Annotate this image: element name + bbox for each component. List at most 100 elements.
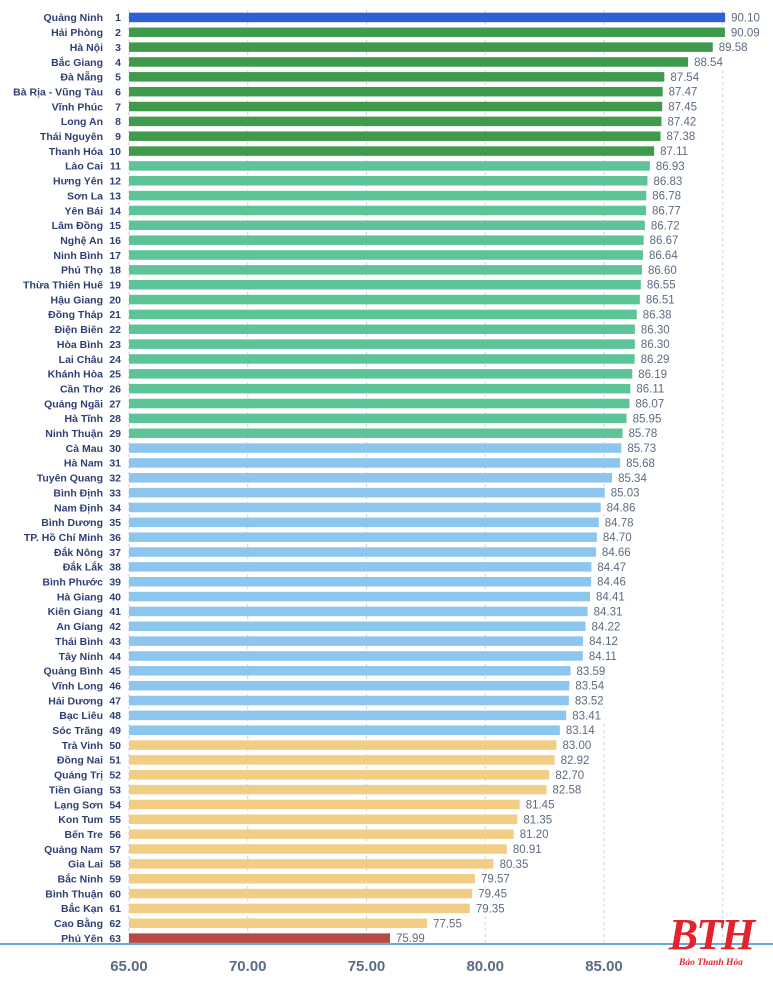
bar xyxy=(129,339,635,349)
category-label: Thanh Hóa xyxy=(49,146,103,158)
rank-label: 56 xyxy=(109,829,121,841)
bar xyxy=(129,576,592,587)
rank-label: 53 xyxy=(109,784,121,796)
rank-label: 57 xyxy=(109,844,121,856)
rank-label: 10 xyxy=(109,146,121,158)
rank-label: 18 xyxy=(109,265,121,277)
bar xyxy=(129,725,560,735)
category-label: Sóc Trăng xyxy=(52,725,103,737)
value-label-background xyxy=(714,40,755,54)
value-label-background xyxy=(663,114,704,128)
bar xyxy=(129,42,713,52)
category-label: Quảng Ninh xyxy=(44,12,104,24)
bar xyxy=(129,591,590,602)
rank-label: 61 xyxy=(109,903,121,915)
value-label-background xyxy=(429,916,470,930)
value-label-background xyxy=(508,842,549,856)
category-label: Bến Tre xyxy=(64,829,103,841)
bar xyxy=(129,235,644,245)
category-label: Lâm Đồng xyxy=(52,220,103,232)
category-label: Tuyên Quang xyxy=(37,473,103,485)
value-label: 85.73 xyxy=(627,443,656,455)
rank-label: 54 xyxy=(109,799,121,811)
rank-label: 12 xyxy=(109,176,121,188)
rank-label: 31 xyxy=(109,458,121,470)
value-label-background xyxy=(726,25,767,39)
value-label-background xyxy=(602,500,643,514)
value-label: 79.45 xyxy=(478,889,507,901)
value-label: 84.86 xyxy=(607,502,636,514)
bar xyxy=(129,844,507,854)
rank-label: 43 xyxy=(109,636,121,648)
bar xyxy=(129,220,645,231)
rank-label: 11 xyxy=(110,161,121,173)
category-label: Ninh Bình xyxy=(53,250,103,262)
category-label: Bà Rịa - Vũng Tàu xyxy=(13,86,103,98)
value-label-background xyxy=(597,545,638,559)
rank-label: 20 xyxy=(109,294,121,306)
value-label-background xyxy=(598,530,639,544)
value-label-background xyxy=(664,100,705,114)
value-label: 75.99 xyxy=(396,933,425,945)
rank-label: 24 xyxy=(109,354,121,366)
newspaper-logo: BTH Báo Thanh Hóa xyxy=(663,912,759,974)
category-label: Bình Phước xyxy=(42,577,103,589)
bar xyxy=(129,933,391,943)
value-label: 86.64 xyxy=(649,250,678,262)
value-label-background xyxy=(556,753,597,767)
rank-label: 37 xyxy=(109,547,121,559)
rank-label: 42 xyxy=(109,621,121,633)
category-label: Thừa Thiên Huế xyxy=(23,280,103,292)
value-label: 83.00 xyxy=(563,740,592,752)
value-label: 84.66 xyxy=(602,547,631,559)
bar xyxy=(129,265,642,275)
category-label: Khánh Hòa xyxy=(48,369,104,381)
value-label-background xyxy=(495,857,536,871)
value-label-background xyxy=(584,649,625,663)
value-label-background xyxy=(614,471,655,485)
bar xyxy=(129,487,605,498)
value-label-background xyxy=(636,352,677,366)
bar xyxy=(129,859,494,869)
bar xyxy=(129,651,583,661)
category-label: Kon Tum xyxy=(58,814,103,826)
category-label: Bạc Liêu xyxy=(59,710,103,722)
value-label: 85.34 xyxy=(618,473,647,485)
category-label: Tây Ninh xyxy=(59,651,103,663)
bar xyxy=(129,770,550,780)
value-label: 84.78 xyxy=(605,517,634,529)
value-label: 86.67 xyxy=(650,235,679,247)
rank-label: 46 xyxy=(109,680,121,692)
rank-label: 2 xyxy=(115,27,121,39)
rank-label: 26 xyxy=(109,383,121,395)
value-label-background xyxy=(646,218,687,232)
value-label-background xyxy=(622,456,663,470)
rank-label: 22 xyxy=(109,324,121,336)
bar xyxy=(129,190,647,201)
category-label: Bắc Kạn xyxy=(61,902,103,915)
value-label-background xyxy=(638,307,679,321)
bar xyxy=(129,666,571,676)
value-label-background xyxy=(551,768,592,782)
value-label: 86.83 xyxy=(653,176,682,188)
category-label: Cà Mau xyxy=(66,443,103,455)
bar xyxy=(129,695,569,706)
value-label: 83.14 xyxy=(566,725,595,737)
value-label-background xyxy=(572,664,613,678)
bar xyxy=(129,369,633,379)
x-tick-label: 80.00 xyxy=(466,958,504,975)
bar xyxy=(129,161,650,171)
category-label: Cao Bằng xyxy=(54,917,103,930)
value-label-background xyxy=(666,70,707,84)
value-label: 86.78 xyxy=(652,191,681,203)
value-label: 87.11 xyxy=(660,146,688,158)
bar xyxy=(129,918,428,929)
category-label: An Giang xyxy=(56,621,103,633)
category-label: Hà Giang xyxy=(57,591,103,603)
category-label: Đắk Lắk xyxy=(63,561,103,574)
rank-label: 21 xyxy=(109,309,121,321)
value-label: 84.31 xyxy=(594,606,623,618)
value-label: 86.72 xyxy=(651,220,680,232)
value-label-background xyxy=(649,174,690,188)
